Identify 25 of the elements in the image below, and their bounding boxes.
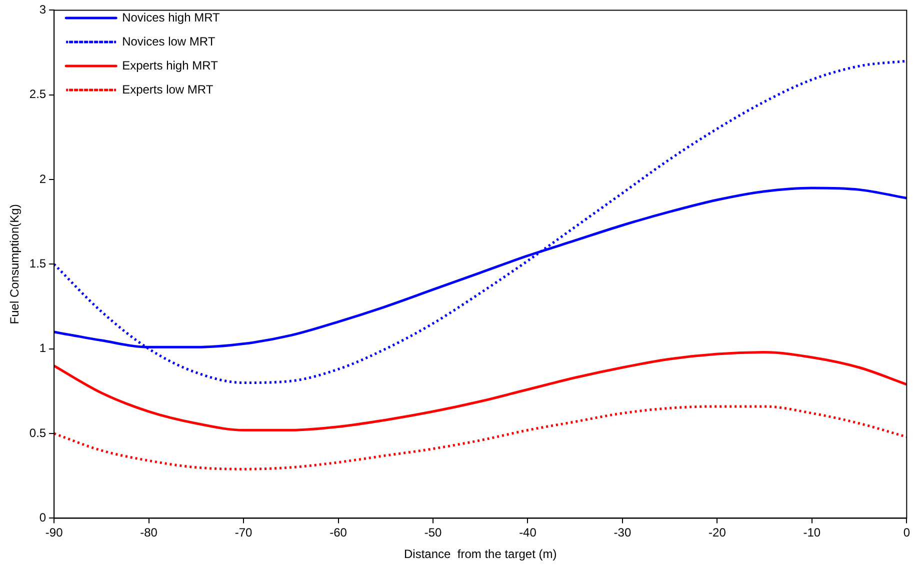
legend-label: Experts low MRT — [122, 82, 214, 96]
y-tick-label: 0 — [39, 510, 46, 525]
x-tick-label: -30 — [614, 526, 632, 540]
line-series — [54, 60, 907, 384]
legend-label: Novices low MRT — [122, 34, 216, 48]
y-tick-label: 2.5 — [29, 87, 46, 102]
x-tick-label: -10 — [803, 526, 821, 540]
legend-label: Novices high MRT — [122, 10, 221, 24]
y-tick-label: 2 — [39, 172, 46, 186]
x-axis-title: Distance from the target (m) — [404, 547, 557, 562]
x-tick-label: -20 — [708, 526, 726, 540]
x-tick-label: -50 — [424, 526, 442, 540]
x-tick-label: -60 — [330, 526, 348, 540]
x-tick-label: -70 — [234, 526, 253, 540]
y-tick-label: 3 — [39, 2, 46, 17]
x-tick-label: 0 — [903, 526, 910, 540]
y-tick-label: 1 — [39, 341, 46, 356]
line-series — [54, 351, 907, 432]
x-tick-label: -40 — [519, 526, 537, 540]
y-tick-label: 1.5 — [29, 256, 46, 271]
x-tick-label: -90 — [45, 526, 64, 540]
x-tick-label: -80 — [140, 526, 158, 540]
legend-label: Experts high MRT — [122, 58, 219, 72]
y-tick-label: 0.5 — [29, 426, 46, 440]
y-axis-title: Fuel Consumption(Kg) — [8, 204, 22, 324]
